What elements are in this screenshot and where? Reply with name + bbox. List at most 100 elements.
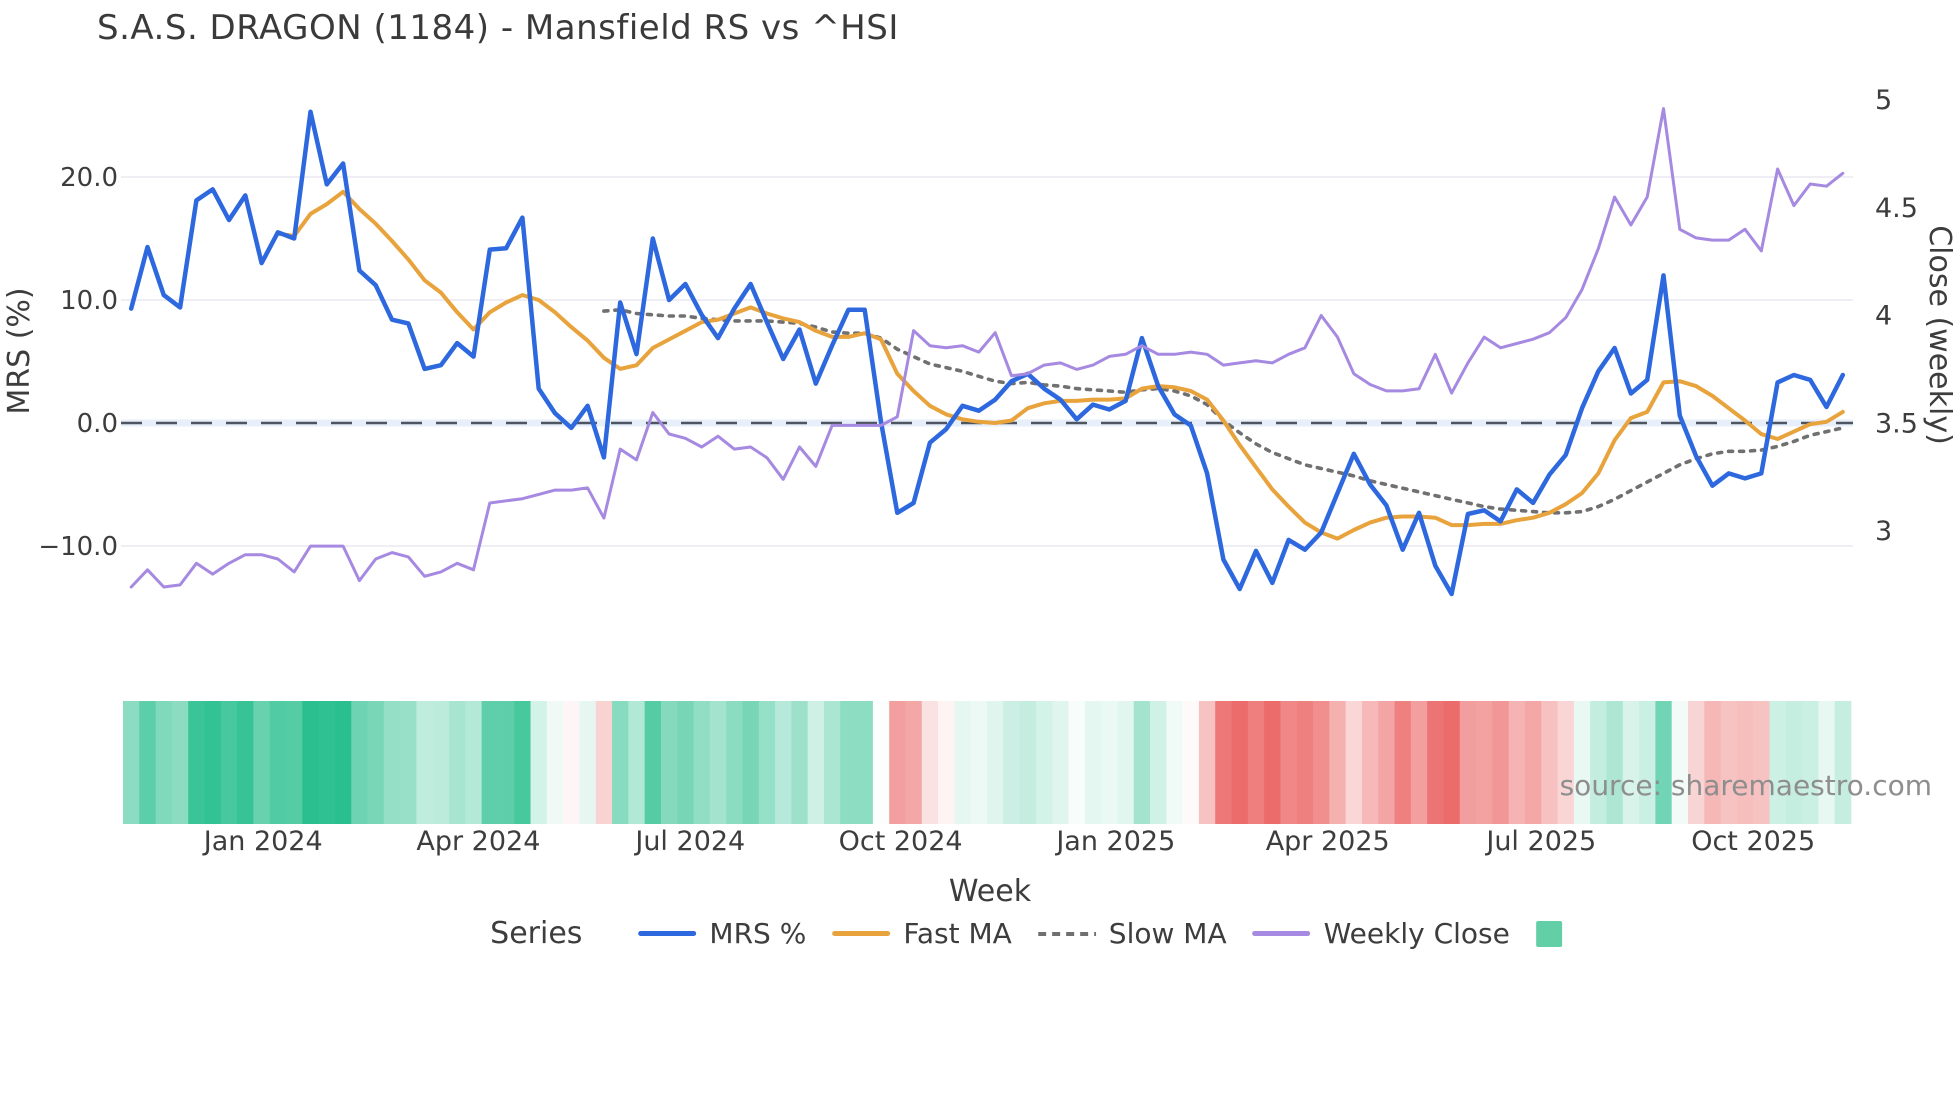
legend-item-slow-ma: Slow MA — [1037, 917, 1227, 950]
heatmap-cell — [432, 701, 450, 824]
chart-title: S.A.S. DRAGON (1184) - Mansfield RS vs ^… — [97, 8, 899, 48]
heatmap-cell — [1802, 701, 1819, 824]
heatmap-cell — [253, 701, 271, 824]
legend: Series MRS % Fast MA Slow MA Weekly Close — [490, 916, 1562, 951]
heatmap-cell — [1133, 701, 1151, 824]
heatmap-cell — [954, 701, 972, 824]
heatmap-cell — [1198, 701, 1216, 824]
heatmap-cell — [1443, 701, 1461, 824]
heatmap-cell — [237, 701, 254, 824]
heatmap-cell — [1769, 701, 1787, 824]
heatmap-cell — [318, 701, 336, 824]
heatmap-cell — [367, 701, 385, 824]
heatmap-cell — [1476, 701, 1493, 824]
heatmap-cell — [856, 701, 874, 824]
legend-item-fast-ma: Fast MA — [832, 917, 1012, 950]
heatmap-cell — [1459, 701, 1477, 824]
heatmap-cell — [1019, 701, 1037, 824]
heatmap-cell — [139, 701, 156, 824]
heatmap-cell — [204, 701, 222, 824]
heatmap-cell — [807, 701, 825, 824]
heatmap-cell — [1150, 701, 1167, 824]
legend-title: Series — [490, 916, 583, 951]
heatmap-cell — [546, 701, 564, 824]
heatmap-cell — [905, 701, 923, 824]
x-tick-label: Oct 2025 — [1691, 826, 1815, 857]
heatmap-cell — [595, 701, 613, 824]
heatmap-cell — [987, 701, 1004, 824]
heatmap-cell — [1329, 701, 1347, 824]
x-tick-label: Oct 2024 — [839, 826, 963, 857]
heatmap-cell — [758, 701, 776, 824]
heatmap-cell — [889, 701, 906, 824]
heatmap-cell — [1622, 701, 1640, 824]
heatmap-cell — [514, 701, 531, 824]
heatmap-cell — [1573, 701, 1591, 824]
heatmap-cell — [155, 701, 173, 824]
heatmap-cell — [171, 701, 189, 824]
heatmap-cell — [775, 701, 792, 824]
y-axis-label-left: MRS (%) — [2, 287, 37, 415]
legend-swatch-line — [638, 931, 697, 936]
heatmap-cell — [1687, 701, 1705, 824]
heatmap-cell — [1052, 701, 1069, 824]
heatmap-cell — [1361, 701, 1379, 824]
heatmap-cell — [220, 701, 238, 824]
x-tick-label: Jul 2024 — [633, 826, 745, 857]
heatmap-cell — [302, 701, 320, 824]
heatmap-cell — [1264, 701, 1281, 824]
heatmap-cell — [1508, 701, 1526, 824]
heatmap-cell — [1655, 701, 1673, 824]
heatmap-cell — [872, 701, 890, 824]
y-right-tick-label: 3.5 — [1875, 408, 1918, 439]
heatmap-cell — [1753, 701, 1770, 824]
heatmap-cell — [644, 701, 662, 824]
heatmap-cell — [1313, 701, 1330, 824]
heatmap-cell — [1117, 701, 1135, 824]
series-line-weekly-close — [129, 107, 1845, 589]
heatmap-cell — [1101, 701, 1118, 824]
heatmap-cell — [1166, 701, 1184, 824]
heatmap-cell — [1345, 701, 1363, 824]
x-tick-label: Apr 2024 — [416, 826, 540, 857]
heatmap-cell — [1557, 701, 1575, 824]
legend-item-heatmap — [1535, 920, 1562, 947]
y-axis-label-right: Close (weekly) — [1922, 225, 1957, 445]
heatmap-cell — [1068, 701, 1086, 824]
heatmap-cell — [1524, 701, 1542, 824]
heatmap-cell — [938, 701, 955, 824]
legend-item-label: MRS % — [709, 917, 807, 950]
y-right-tick-label: 3 — [1875, 516, 1892, 547]
legend-item-weekly-close: Weekly Close — [1252, 917, 1510, 950]
heatmap-cell — [1834, 701, 1852, 824]
legend-item-label: Slow MA — [1108, 917, 1227, 950]
x-tick-label: Jul 2025 — [1484, 826, 1596, 857]
legend-swatch-line — [1252, 931, 1311, 936]
heatmap-cell — [1394, 701, 1412, 824]
heatmap-cell — [1003, 701, 1020, 824]
heatmap-cell — [1492, 701, 1510, 824]
heatmap-cell — [351, 701, 368, 824]
heatmap-cell — [709, 701, 727, 824]
heatmap-cell — [416, 701, 434, 824]
heatmap-cell — [742, 701, 760, 824]
heatmap-cell — [791, 701, 809, 824]
heatmap-cell — [970, 701, 988, 824]
heatmap-cell — [1606, 701, 1624, 824]
heatmap-cell — [1720, 701, 1738, 824]
heatmap-cell — [481, 701, 499, 824]
heatmap-cell — [628, 701, 646, 824]
heatmap-cell — [1231, 701, 1249, 824]
heatmap-cell — [1427, 701, 1444, 824]
legend-item-mrs-: MRS % — [638, 917, 806, 950]
heatmap-cell — [123, 701, 140, 824]
heatmap-cell — [1736, 701, 1754, 824]
source-note: source: sharemaestro.com — [1559, 769, 1932, 802]
legend-item-label: Weekly Close — [1323, 917, 1510, 950]
heatmap-cell — [1818, 701, 1836, 824]
heatmap-cell — [334, 701, 352, 824]
heatmap-cell — [1785, 701, 1803, 824]
heatmap-cell — [1280, 701, 1298, 824]
